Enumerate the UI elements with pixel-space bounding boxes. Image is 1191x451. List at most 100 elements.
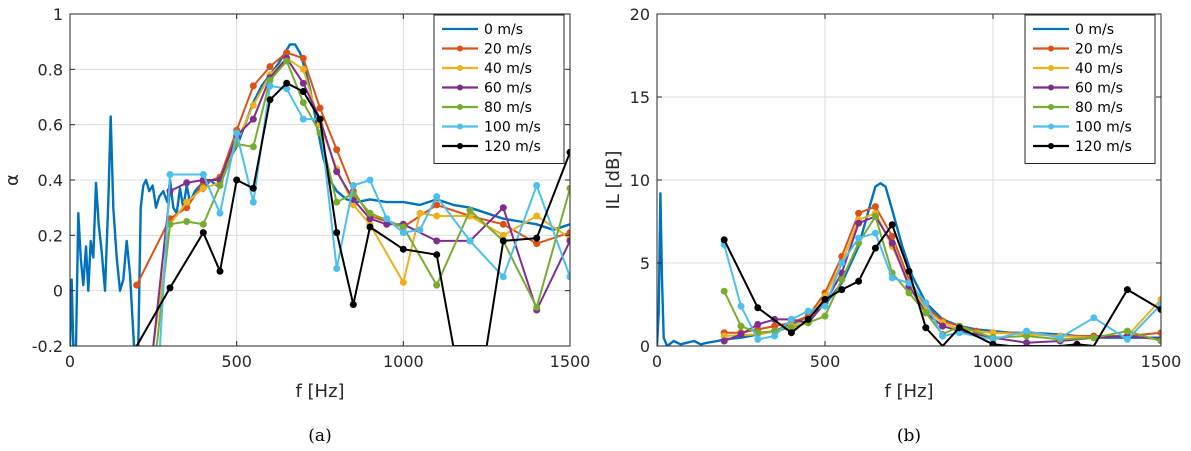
chart-b-point-60-m-s	[1023, 339, 1031, 346]
chart-a-point-100-m-s	[466, 237, 474, 245]
chart-a-point-120-m-s	[233, 176, 241, 184]
chart-a-xlabel: f [Hz]	[295, 381, 344, 402]
chart-a-legend-marker	[457, 84, 463, 91]
chart-a-point-100-m-s	[433, 193, 441, 201]
chart-b-legend-label: 0 m/s	[1075, 22, 1114, 38]
chart-b-legend-entry: 60 m/s	[1033, 81, 1123, 97]
chart-a-point-60-m-s	[249, 115, 257, 123]
chart-b-point-100-m-s	[855, 234, 863, 242]
chart-a-point-120-m-s	[349, 301, 357, 308]
chart-a-ytick-label: 0.6	[38, 116, 63, 135]
chart-a-point-40-m-s	[416, 209, 424, 217]
chart-a-point-100-m-s	[299, 115, 307, 123]
chart-b-point-120-m-s	[787, 329, 795, 337]
chart-a-point-120-m-s	[283, 79, 291, 87]
chart-a-point-120-m-s	[333, 229, 341, 237]
chart-b-ticks: 0 500 1000 1500 0 5 10 15 20	[630, 5, 1182, 371]
chart-a-ytick-label: 0.2	[38, 226, 63, 245]
chart-a-point-120-m-s	[499, 237, 507, 245]
chart-a-legend-label: 60 m/s	[484, 81, 532, 97]
chart-a-point-100-m-s	[416, 226, 424, 234]
chart-a-legend-marker	[457, 104, 463, 110]
chart-a-legend-entry: 100 m/s	[442, 120, 541, 136]
chart-b-point-80-m-s	[1123, 327, 1131, 335]
chart-a-point-60-m-s	[333, 168, 341, 176]
chart-a-point-80-m-s	[533, 303, 541, 311]
chart-b-xtick-label: 500	[810, 352, 841, 371]
chart-a-legend-entry: 60 m/s	[442, 81, 532, 97]
chart-a-ytick-label: 0.4	[38, 171, 63, 190]
chart-a-legend: 0 m/s 20 m/s 40 m/s 60 m/s 80 m/s 100 m/s 120 …	[433, 14, 565, 164]
chart-a-point-120-m-s	[249, 184, 257, 192]
chart-a-legend-marker	[457, 45, 463, 52]
chart-b-ytick-label: 5	[640, 254, 650, 273]
chart-a-point-100-m-s	[566, 273, 570, 281]
chart-a-point-80-m-s	[366, 209, 374, 217]
chart-b-xtick-label: 0	[652, 352, 662, 371]
chart-a-point-80-m-s	[566, 184, 570, 192]
chart-b-point-120-m-s	[955, 324, 963, 332]
chart-a-legend-label: 0 m/s	[484, 22, 523, 38]
chart-a-point-40-m-s	[249, 101, 257, 109]
chart-b-legend-entry: 0 m/s	[1033, 22, 1114, 38]
chart-b-ytick-label: 15	[630, 88, 650, 107]
chart-b-legend-label: 100 m/s	[1075, 120, 1132, 136]
chart-a-ytick-label: 0	[53, 282, 63, 301]
chart-a-legend-entry: 120 m/s	[442, 139, 541, 155]
chart-a-point-40-m-s	[299, 65, 307, 73]
chart-a-line-120-m-s	[135, 82, 570, 346]
chart-a-legend-entry: 40 m/s	[442, 61, 532, 77]
chart-a-point-80-m-s	[333, 198, 341, 206]
chart-a-point-20-m-s	[299, 54, 307, 62]
chart-a-point-120-m-s	[433, 251, 441, 259]
chart-b-legend-marker	[1048, 143, 1054, 149]
chart-b-legend-box	[1024, 14, 1156, 164]
chart-a-point-120-m-s	[299, 88, 307, 95]
chart-b-legend-entry: 100 m/s	[1033, 120, 1132, 136]
chart-a-legend-label: 120 m/s	[484, 139, 541, 155]
chart-b-point-80-m-s	[821, 312, 829, 320]
chart-a-point-20-m-s	[499, 220, 507, 228]
chart-a-point-80-m-s	[299, 99, 307, 106]
chart-a-point-20-m-s	[133, 281, 141, 289]
chart-a-legend-marker	[457, 65, 463, 71]
chart-b-point-60-m-s	[737, 330, 745, 338]
chart-b-point-20-m-s	[855, 209, 863, 217]
chart-b-ytick-label: 0	[640, 337, 650, 356]
chart-b-legend-entry: 40 m/s	[1033, 61, 1123, 77]
chart-a-point-120-m-s	[199, 229, 207, 237]
chart-a-line-80-m-s	[155, 60, 570, 346]
chart-a-point-80-m-s	[433, 281, 441, 289]
chart-a-point-100-m-s	[266, 82, 274, 90]
chart-b-point-100-m-s	[737, 302, 745, 310]
chart-a-series-120-m-s	[135, 79, 570, 346]
chart-b-point-120-m-s	[804, 315, 812, 323]
chart-a-legend-marker	[457, 123, 463, 130]
chart-a-point-100-m-s	[233, 129, 241, 137]
chart-a-point-80-m-s	[466, 206, 474, 214]
chart-b-point-100-m-s	[888, 274, 896, 282]
chart-a-point-20-m-s	[249, 82, 257, 90]
chart-b-point-120-m-s	[720, 236, 728, 244]
chart-b-point-20-m-s	[888, 232, 896, 240]
chart-b-point-120-m-s	[888, 221, 896, 229]
chart-a-point-120-m-s	[533, 234, 541, 242]
chart-a-point-120-m-s	[216, 267, 224, 275]
chart-a-xtick-label: 0	[65, 352, 75, 371]
chart-b-point-120-m-s	[838, 286, 846, 294]
chart-a-point-60-m-s	[499, 204, 507, 212]
chart-b-point-40-m-s	[1157, 296, 1161, 303]
chart-a-point-20-m-s	[333, 146, 341, 154]
chart-a-point-100-m-s	[216, 209, 224, 217]
chart-a-ytick-label: -0.2	[32, 337, 63, 356]
chart-a-point-100-m-s	[366, 176, 374, 184]
chart-a-point-120-m-s	[316, 115, 324, 123]
chart-b-legend: 0 m/s 20 m/s 40 m/s 60 m/s 80 m/s 100 m/s 120 …	[1024, 14, 1156, 164]
chart-a-point-40-m-s	[533, 212, 541, 220]
chart-b-legend-label: 80 m/s	[1075, 100, 1123, 116]
chart-a-legend-entry: 0 m/s	[442, 22, 523, 38]
chart-a-xtick-label: 500	[221, 352, 252, 371]
chart-b-point-100-m-s	[1056, 334, 1064, 342]
chart-a-point-100-m-s	[399, 229, 407, 237]
chart-b-point-60-m-s	[855, 219, 863, 227]
